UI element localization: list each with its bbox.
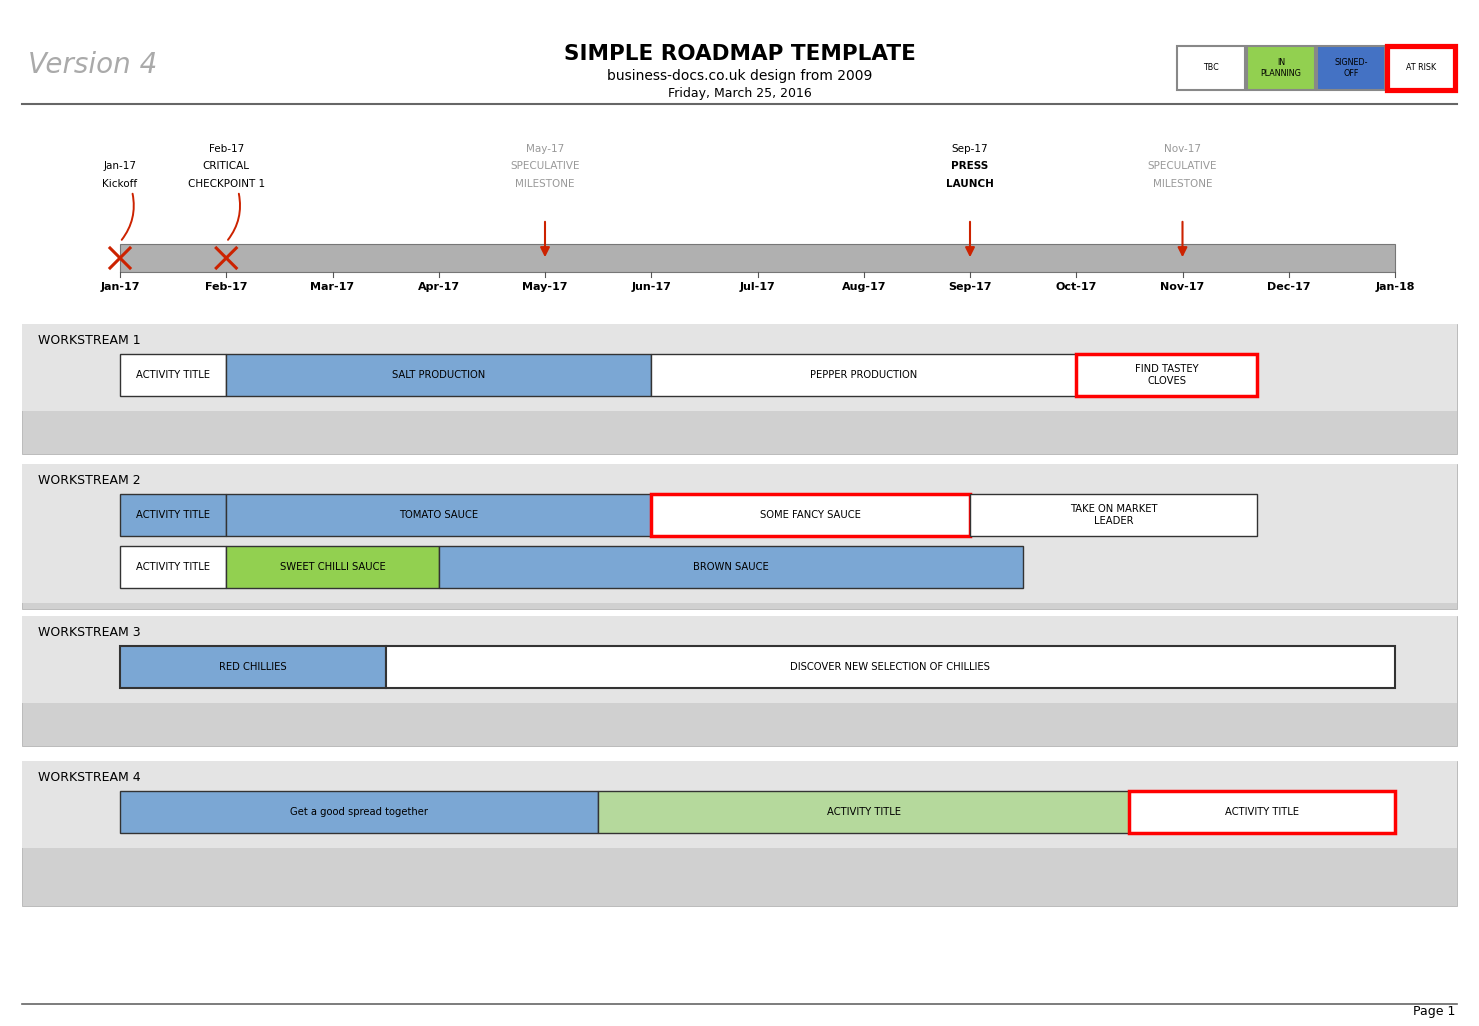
Text: SOME FANCY SAUCE: SOME FANCY SAUCE — [760, 510, 861, 520]
Bar — [120, 354, 226, 396]
Text: LAUNCH: LAUNCH — [947, 179, 994, 189]
Text: BROWN SAUCE: BROWN SAUCE — [694, 562, 769, 573]
Text: TBC: TBC — [1202, 64, 1219, 73]
Text: Nov-17: Nov-17 — [1164, 144, 1201, 154]
Text: Aug-17: Aug-17 — [842, 282, 886, 292]
Text: Nov-17: Nov-17 — [1161, 282, 1204, 292]
Text: ACTIVITY TITLE: ACTIVITY TITLE — [827, 807, 901, 817]
Text: ACTIVITY TITLE: ACTIVITY TITLE — [136, 510, 210, 520]
Text: WORKSTREAM 2: WORKSTREAM 2 — [38, 474, 141, 487]
Text: SIGNED-
OFF: SIGNED- OFF — [1334, 58, 1368, 78]
Text: Page 1: Page 1 — [1412, 1005, 1455, 1018]
Text: AT RISK: AT RISK — [1407, 64, 1436, 73]
Text: TOMATO SAUCE: TOMATO SAUCE — [399, 510, 478, 520]
Text: WORKSTREAM 3: WORKSTREAM 3 — [38, 626, 141, 639]
Text: SPECULATIVE: SPECULATIVE — [510, 161, 580, 171]
Text: DISCOVER NEW SELECTION OF CHILLIES: DISCOVER NEW SELECTION OF CHILLIES — [790, 662, 991, 672]
Text: RED CHILLIES: RED CHILLIES — [219, 662, 287, 672]
Text: Jun-17: Jun-17 — [632, 282, 671, 292]
Text: Mar-17: Mar-17 — [311, 282, 355, 292]
Text: Jan-17: Jan-17 — [101, 282, 139, 292]
Text: Feb-17: Feb-17 — [206, 282, 247, 292]
Text: Apr-17: Apr-17 — [417, 282, 460, 292]
Bar — [120, 546, 226, 588]
Bar — [120, 791, 598, 833]
Bar — [1247, 46, 1315, 90]
Text: Jan-17: Jan-17 — [104, 161, 136, 171]
Text: Get a good spread together: Get a good spread together — [290, 807, 427, 817]
Text: ACTIVITY TITLE: ACTIVITY TITLE — [1225, 807, 1299, 817]
Text: Version 4: Version 4 — [28, 51, 157, 79]
Bar — [120, 494, 226, 536]
Bar — [22, 324, 1457, 411]
Bar — [1387, 46, 1455, 90]
Text: Oct-17: Oct-17 — [1056, 282, 1097, 292]
Text: May-17: May-17 — [522, 282, 568, 292]
Text: SIMPLE ROADMAP TEMPLATE: SIMPLE ROADMAP TEMPLATE — [563, 44, 916, 64]
Text: WORKSTREAM 1: WORKSTREAM 1 — [38, 334, 141, 347]
Bar — [22, 464, 1457, 609]
Bar — [22, 464, 1457, 603]
Bar — [386, 646, 1395, 688]
Text: Sep-17: Sep-17 — [948, 282, 992, 292]
Text: CHECKPOINT 1: CHECKPOINT 1 — [188, 179, 265, 189]
Text: Kickoff: Kickoff — [102, 179, 138, 189]
Bar — [226, 494, 651, 536]
Bar — [22, 616, 1457, 746]
Text: IN
PLANNING: IN PLANNING — [1260, 58, 1302, 78]
Bar — [970, 494, 1257, 536]
Text: ACTIVITY TITLE: ACTIVITY TITLE — [136, 370, 210, 380]
Text: MILESTONE: MILESTONE — [1152, 179, 1213, 189]
Text: Feb-17: Feb-17 — [209, 144, 244, 154]
Bar — [1316, 46, 1384, 90]
Bar — [120, 646, 386, 688]
Text: Jan-18: Jan-18 — [1375, 282, 1415, 292]
Bar — [439, 546, 1023, 588]
Bar — [226, 354, 651, 396]
Bar — [651, 494, 970, 536]
Text: MILESTONE: MILESTONE — [515, 179, 575, 189]
Bar — [598, 791, 1130, 833]
Text: WORKSTREAM 4: WORKSTREAM 4 — [38, 771, 141, 784]
Text: SWEET CHILLI SAUCE: SWEET CHILLI SAUCE — [280, 562, 386, 573]
Text: PRESS: PRESS — [951, 161, 988, 171]
Text: ACTIVITY TITLE: ACTIVITY TITLE — [136, 562, 210, 573]
Bar — [22, 761, 1457, 849]
Bar — [651, 354, 1077, 396]
Bar — [120, 244, 1395, 272]
Text: business-docs.co.uk design from 2009: business-docs.co.uk design from 2009 — [606, 69, 873, 83]
Bar — [1130, 791, 1395, 833]
Bar — [1077, 354, 1257, 396]
Text: Sep-17: Sep-17 — [951, 144, 988, 154]
Text: Jul-17: Jul-17 — [740, 282, 775, 292]
Text: SPECULATIVE: SPECULATIVE — [1148, 161, 1217, 171]
Bar — [1177, 46, 1245, 90]
Bar — [22, 616, 1457, 703]
Bar — [22, 761, 1457, 906]
Text: FIND TASTEY
CLOVES: FIND TASTEY CLOVES — [1134, 364, 1198, 386]
Text: SALT PRODUCTION: SALT PRODUCTION — [392, 370, 485, 380]
Bar — [226, 546, 439, 588]
Text: TAKE ON MARKET
LEADER: TAKE ON MARKET LEADER — [1069, 504, 1157, 525]
Text: PEPPER PRODUCTION: PEPPER PRODUCTION — [810, 370, 917, 380]
Text: May-17: May-17 — [527, 144, 563, 154]
Text: Friday, March 25, 2016: Friday, March 25, 2016 — [667, 87, 812, 100]
Bar — [22, 324, 1457, 453]
Text: Dec-17: Dec-17 — [1268, 282, 1310, 292]
Text: CRITICAL: CRITICAL — [203, 161, 250, 171]
